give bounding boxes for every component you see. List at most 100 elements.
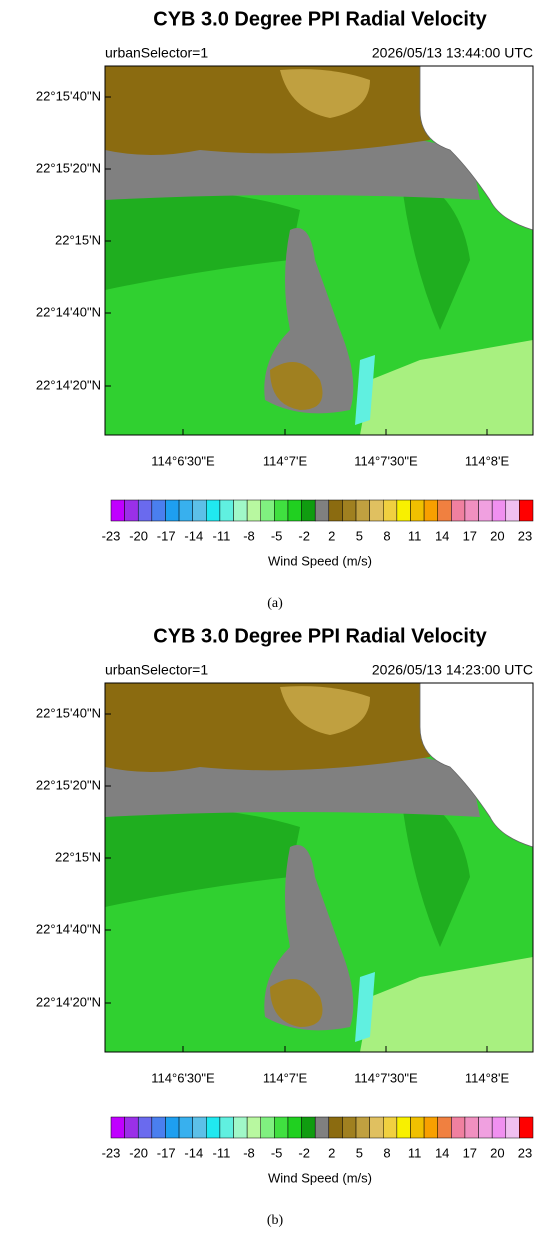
radar-field xyxy=(105,66,533,435)
colorbar-box xyxy=(369,499,384,522)
colorbar-box xyxy=(478,499,493,522)
colorbar-box xyxy=(423,499,438,522)
x-tick-label: 114°7'E xyxy=(263,453,308,468)
colorbar-box xyxy=(519,1116,534,1139)
colorbar-label: -20 xyxy=(129,1145,148,1160)
x-tick-label: 114°8'E xyxy=(465,1070,510,1085)
radar-field xyxy=(105,683,533,1052)
colorbar-box xyxy=(260,499,275,522)
colorbar-box xyxy=(383,499,398,522)
colorbar-label: -8 xyxy=(243,528,255,543)
plot-frame xyxy=(104,65,534,436)
right-label: 2026/05/13 13:44:00 UTC xyxy=(372,45,533,61)
field-cyan xyxy=(355,972,375,1042)
x-tick-label: 114°6'30"E xyxy=(151,1070,215,1085)
caption: (b) xyxy=(267,1213,284,1228)
colorbar-box xyxy=(342,1116,357,1139)
y-tick-label: 22°15'40"N xyxy=(36,88,101,103)
colorbar-box xyxy=(355,499,370,522)
colorbar-box xyxy=(301,1116,316,1139)
colorbar-label: -20 xyxy=(129,528,148,543)
y-tick-label: 22°14'40"N xyxy=(36,304,101,319)
colorbar-box xyxy=(423,1116,438,1139)
colorbar-box xyxy=(165,1116,180,1139)
colorbar-box xyxy=(219,1116,234,1139)
plot-frame xyxy=(104,682,534,1053)
y-tick-label: 22°14'20"N xyxy=(36,377,101,392)
colorbar-box xyxy=(301,499,316,522)
colorbar-title: Wind Speed (m/s) xyxy=(268,553,372,568)
colorbar-label: -8 xyxy=(243,1145,255,1160)
colorbar-box xyxy=(478,1116,493,1139)
colorbar-box xyxy=(287,499,302,522)
colorbar-box xyxy=(314,1116,330,1139)
x-tick-label: 114°8'E xyxy=(465,453,510,468)
colorbar-label: 8 xyxy=(383,528,390,543)
colorbar-box xyxy=(505,499,520,522)
colorbar-label: -23 xyxy=(102,1145,121,1160)
colorbar-box xyxy=(355,1116,370,1139)
colorbar-box xyxy=(491,1116,507,1139)
field-light xyxy=(360,957,533,1052)
colorbar-box xyxy=(260,1116,275,1139)
colorbar-box xyxy=(396,1116,411,1139)
y-tick-label: 22°15'N xyxy=(55,232,101,247)
colorbar-box xyxy=(464,499,479,522)
y-tick-label: 22°14'20"N xyxy=(36,994,101,1009)
colorbar-label: -2 xyxy=(298,1145,310,1160)
colorbar-box xyxy=(410,1116,425,1139)
colorbar-box xyxy=(124,1116,139,1139)
colorbar-box xyxy=(287,1116,302,1139)
land xyxy=(419,66,533,231)
colorbar-box xyxy=(519,499,534,522)
colorbar-box xyxy=(178,499,193,522)
colorbar-box xyxy=(246,1116,261,1139)
field-tan xyxy=(280,69,370,118)
colorbar-box xyxy=(342,499,357,522)
colorbar-box xyxy=(206,499,221,522)
colorbar-box xyxy=(137,1116,153,1139)
panel-title: CYB 3.0 Degree PPI Radial Velocity xyxy=(153,8,487,30)
colorbar-box xyxy=(178,1116,193,1139)
colorbar-box xyxy=(437,499,452,522)
colorbar-label: -2 xyxy=(298,528,310,543)
colorbar-label: 20 xyxy=(490,1145,504,1160)
colorbar-label: 2 xyxy=(328,1145,335,1160)
colorbar-box xyxy=(274,499,289,522)
colorbar-label: -5 xyxy=(271,1145,283,1160)
colorbar-box xyxy=(274,1116,289,1139)
field-tan xyxy=(280,686,370,735)
colorbar-box xyxy=(110,499,125,522)
left-label: urbanSelector=1 xyxy=(105,662,208,678)
colorbar-box xyxy=(206,1116,221,1139)
x-tick-label: 114°6'30"E xyxy=(151,453,215,468)
colorbar-label: 23 xyxy=(518,528,532,543)
y-tick-label: 22°15'40"N xyxy=(36,705,101,720)
colorbar-label: 8 xyxy=(383,1145,390,1160)
colorbar-label: 5 xyxy=(356,1145,363,1160)
colorbar-box xyxy=(396,499,411,522)
colorbar-box xyxy=(410,499,425,522)
field-light xyxy=(360,340,533,435)
colorbar-label: -23 xyxy=(102,528,121,543)
y-tick-label: 22°15'N xyxy=(55,849,101,864)
field-core2 xyxy=(270,979,323,1027)
left-label: urbanSelector=1 xyxy=(105,45,208,61)
y-tick-label: 22°14'40"N xyxy=(36,921,101,936)
colorbar-box xyxy=(491,499,507,522)
colorbar-box xyxy=(369,1116,384,1139)
colorbar-label: 14 xyxy=(435,1145,449,1160)
colorbar-box xyxy=(437,1116,452,1139)
field-cyan xyxy=(355,355,375,425)
field-dark2 xyxy=(400,787,470,947)
right-label: 2026/05/13 14:23:00 UTC xyxy=(372,662,533,678)
colorbar-box xyxy=(219,499,234,522)
x-tick-label: 114°7'30"E xyxy=(354,1070,418,1085)
colorbar-label: -11 xyxy=(212,528,230,543)
colorbar-box xyxy=(383,1116,398,1139)
colorbar-label: 11 xyxy=(408,528,422,543)
y-tick-label: 22°15'20"N xyxy=(36,777,101,792)
panel: CYB 3.0 Degree PPI Radial Velocity urbanS… xyxy=(36,625,534,1228)
y-tick-label: 22°15'20"N xyxy=(36,160,101,175)
